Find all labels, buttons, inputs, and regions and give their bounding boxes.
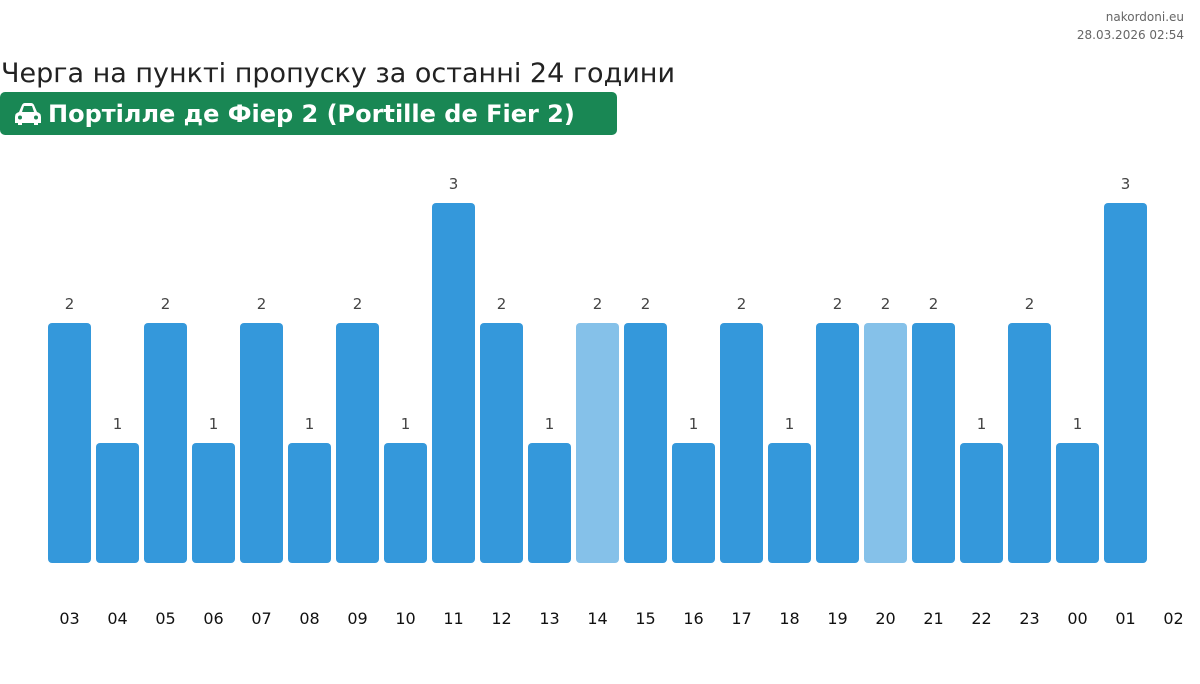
value-label-10: 1 xyxy=(401,415,411,433)
bar-09 xyxy=(336,323,379,563)
x-tick-15: 15 xyxy=(635,609,655,628)
bar-07 xyxy=(240,323,283,563)
bar-00 xyxy=(1056,443,1099,563)
bar-04 xyxy=(96,443,139,563)
value-label-17: 2 xyxy=(737,295,747,313)
bar-16 xyxy=(672,443,715,563)
x-tick-14: 14 xyxy=(587,609,607,628)
checkpoint-badge: Портілле де Фіер 2 (Portille de Fier 2) xyxy=(0,92,617,135)
value-label-06: 1 xyxy=(209,415,219,433)
value-label-18: 1 xyxy=(785,415,795,433)
bar-03 xyxy=(48,323,91,563)
x-tick-20: 20 xyxy=(875,609,895,628)
x-tick-02: 02 xyxy=(1163,609,1183,628)
bar-15 xyxy=(624,323,667,563)
value-label-00: 1 xyxy=(1073,415,1083,433)
value-label-09: 2 xyxy=(353,295,363,313)
value-label-14: 2 xyxy=(593,295,603,313)
x-tick-09: 09 xyxy=(347,609,367,628)
x-tick-13: 13 xyxy=(539,609,559,628)
bar-08 xyxy=(288,443,331,563)
value-label-16: 1 xyxy=(689,415,699,433)
x-tick-03: 03 xyxy=(59,609,79,628)
x-tick-10: 10 xyxy=(395,609,415,628)
x-tick-23: 23 xyxy=(1019,609,1039,628)
value-label-07: 2 xyxy=(257,295,267,313)
value-label-20: 2 xyxy=(881,295,891,313)
x-tick-17: 17 xyxy=(731,609,751,628)
bar-18 xyxy=(768,443,811,563)
value-label-13: 1 xyxy=(545,415,555,433)
bar-11 xyxy=(432,203,475,563)
bar-10 xyxy=(384,443,427,563)
x-tick-04: 04 xyxy=(107,609,127,628)
value-label-01: 3 xyxy=(1121,175,1131,193)
x-tick-18: 18 xyxy=(779,609,799,628)
value-label-19: 2 xyxy=(833,295,843,313)
x-tick-00: 00 xyxy=(1067,609,1087,628)
bar-13 xyxy=(528,443,571,563)
x-tick-07: 07 xyxy=(251,609,271,628)
source-site: nakordoni.eu xyxy=(1105,10,1184,24)
value-label-21: 2 xyxy=(929,295,939,313)
value-label-11: 3 xyxy=(449,175,459,193)
bar-23 xyxy=(1008,323,1051,563)
x-tick-01: 01 xyxy=(1115,609,1135,628)
value-label-15: 2 xyxy=(641,295,651,313)
bar-05 xyxy=(144,323,187,563)
value-label-05: 2 xyxy=(161,295,171,313)
bar-14 xyxy=(576,323,619,563)
source-info: nakordoni.eu 28.03.2026 02:54 xyxy=(1077,8,1184,44)
car-icon xyxy=(15,102,41,125)
checkpoint-name: Портілле де Фіер 2 (Portille de Fier 2) xyxy=(48,99,575,128)
x-tick-21: 21 xyxy=(923,609,943,628)
x-tick-16: 16 xyxy=(683,609,703,628)
value-label-23: 2 xyxy=(1025,295,1035,313)
x-tick-06: 06 xyxy=(203,609,223,628)
bar-01 xyxy=(1104,203,1147,563)
bar-20 xyxy=(864,323,907,563)
bar-22 xyxy=(960,443,1003,563)
bar-17 xyxy=(720,323,763,563)
bar-19 xyxy=(816,323,859,563)
value-label-04: 1 xyxy=(113,415,123,433)
x-tick-22: 22 xyxy=(971,609,991,628)
page-title: Черга на пункті пропуску за останні 24 г… xyxy=(1,58,675,89)
x-tick-05: 05 xyxy=(155,609,175,628)
bar-21 xyxy=(912,323,955,563)
x-tick-19: 19 xyxy=(827,609,847,628)
x-tick-08: 08 xyxy=(299,609,319,628)
bar-12 xyxy=(480,323,523,563)
value-label-03: 2 xyxy=(65,295,75,313)
value-label-08: 1 xyxy=(305,415,315,433)
timestamp: 28.03.2026 02:54 xyxy=(1076,28,1184,42)
x-tick-12: 12 xyxy=(491,609,511,628)
value-label-12: 2 xyxy=(497,295,507,313)
value-label-22: 1 xyxy=(977,415,987,433)
x-tick-11: 11 xyxy=(443,609,463,628)
bar-06 xyxy=(192,443,235,563)
